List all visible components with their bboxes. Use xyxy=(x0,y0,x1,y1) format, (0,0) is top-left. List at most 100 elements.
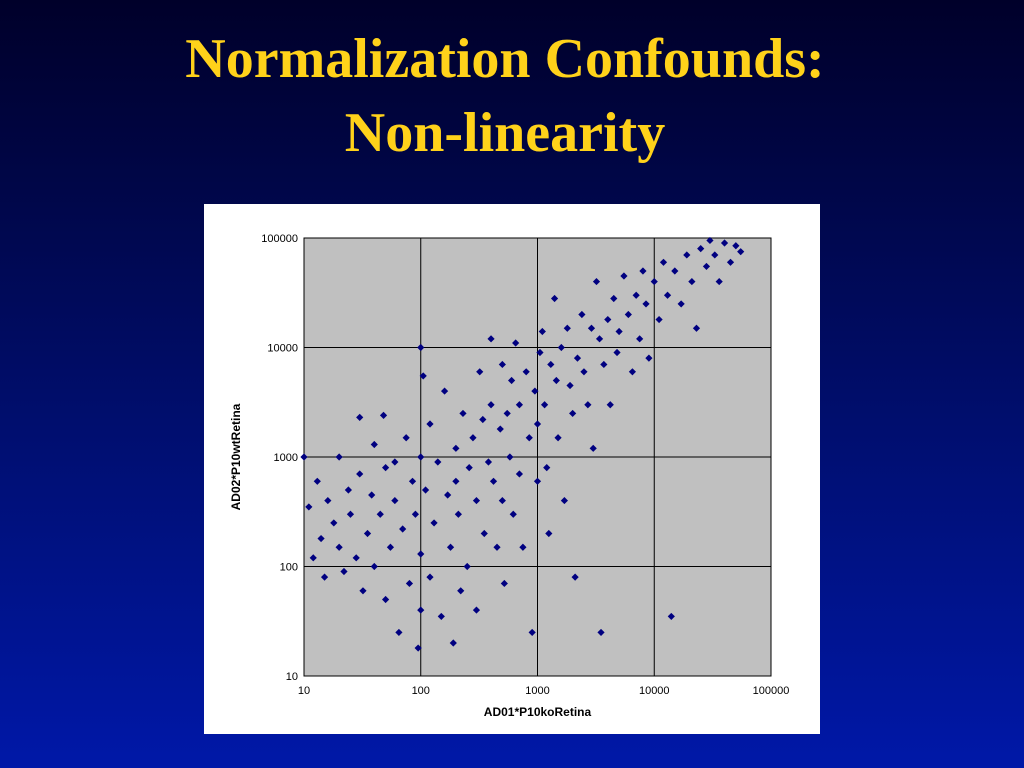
data-point xyxy=(639,267,647,275)
data-point xyxy=(452,477,460,485)
data-point xyxy=(356,413,364,421)
data-point xyxy=(550,294,559,303)
data-point xyxy=(463,562,471,571)
data-point xyxy=(335,543,343,551)
data-point xyxy=(472,606,481,614)
data-point xyxy=(604,315,612,324)
data-point xyxy=(528,628,536,637)
data-point xyxy=(352,554,360,562)
data-point xyxy=(489,477,498,485)
data-point xyxy=(671,267,679,275)
data-point xyxy=(484,458,493,466)
data-point xyxy=(324,496,332,505)
data-point xyxy=(557,343,565,352)
data-point xyxy=(335,453,343,461)
x-tick-label: 100000 xyxy=(753,685,790,697)
data-point xyxy=(480,529,488,538)
data-point xyxy=(320,573,329,581)
data-point xyxy=(417,343,425,352)
data-point xyxy=(645,354,653,362)
data-point xyxy=(667,612,675,621)
data-point xyxy=(737,248,745,256)
data-point xyxy=(359,587,367,595)
data-point xyxy=(580,368,588,376)
y-tick-label: 10000 xyxy=(267,343,298,355)
data-point xyxy=(300,453,308,461)
data-point xyxy=(405,579,414,588)
data-point xyxy=(563,324,571,332)
data-point xyxy=(437,612,445,621)
data-point xyxy=(536,348,544,357)
data-point xyxy=(597,628,605,637)
data-point xyxy=(430,519,438,527)
data-point xyxy=(506,453,514,461)
data-point xyxy=(587,324,596,332)
data-point xyxy=(498,496,506,505)
data-point xyxy=(399,525,407,533)
data-point xyxy=(543,464,551,472)
y-axis-label: AD02*P10wtRetina xyxy=(229,403,243,510)
data-point xyxy=(584,401,592,409)
data-point xyxy=(545,529,553,538)
data-point xyxy=(512,339,520,347)
data-point xyxy=(346,510,355,518)
data-point xyxy=(330,519,338,527)
data-point xyxy=(697,245,705,253)
data-point xyxy=(688,277,696,286)
data-point xyxy=(595,335,604,343)
data-point xyxy=(592,277,601,286)
data-point xyxy=(522,368,530,376)
data-point xyxy=(538,327,546,336)
data-point xyxy=(632,291,640,299)
data-point xyxy=(547,360,555,369)
data-point xyxy=(515,401,524,409)
data-point xyxy=(692,324,701,332)
data-point xyxy=(376,510,384,518)
data-point xyxy=(493,543,501,551)
data-point xyxy=(509,510,517,518)
x-axis-label: AD01*P10koRetina xyxy=(484,705,592,719)
y-tick-label: 1000 xyxy=(274,452,298,464)
data-point xyxy=(379,411,388,419)
data-point xyxy=(382,464,390,472)
data-point xyxy=(610,294,618,303)
data-point xyxy=(411,510,420,518)
data-point xyxy=(515,470,524,478)
data-point xyxy=(417,550,425,558)
data-point xyxy=(663,291,672,299)
data-point xyxy=(500,579,508,588)
data-point xyxy=(459,409,467,418)
data-point xyxy=(573,354,582,362)
x-tick-label: 1000 xyxy=(525,685,549,697)
data-point xyxy=(655,315,663,324)
data-point xyxy=(472,496,481,505)
y-tick-label: 100 xyxy=(280,562,298,574)
data-point xyxy=(706,236,714,245)
data-point xyxy=(469,434,477,442)
slide-title-line-2: Non-linearity xyxy=(344,102,666,164)
data-point xyxy=(395,628,403,637)
data-point xyxy=(659,258,668,266)
data-point xyxy=(531,387,539,395)
slide-title-line-1: Normalization Confounds: xyxy=(185,28,825,90)
slide-title: Normalization Confounds: Non-linearity xyxy=(0,22,1010,170)
tick-labels: 10 100 1000 10000 100000 10 100 1000 10000 100000 xyxy=(261,233,789,697)
data-point xyxy=(519,543,527,551)
data-point xyxy=(554,434,562,442)
data-point xyxy=(600,360,608,369)
y-tick-label: 10 xyxy=(286,671,298,683)
y-tick-label: 100000 xyxy=(261,233,298,245)
data-point xyxy=(414,644,422,652)
data-point xyxy=(525,434,533,442)
data-point xyxy=(720,239,729,247)
data-point xyxy=(624,310,632,319)
data-point xyxy=(487,335,495,343)
scatter-chart: 10 100 1000 10000 100000 10 100 1000 10000 100000… xyxy=(229,233,789,719)
data-point xyxy=(452,444,460,452)
data-point xyxy=(496,425,504,433)
x-tick-label: 10000 xyxy=(639,685,670,697)
data-point xyxy=(382,595,390,604)
data-point xyxy=(457,587,465,595)
data-point xyxy=(503,409,511,418)
data-point xyxy=(732,242,740,250)
